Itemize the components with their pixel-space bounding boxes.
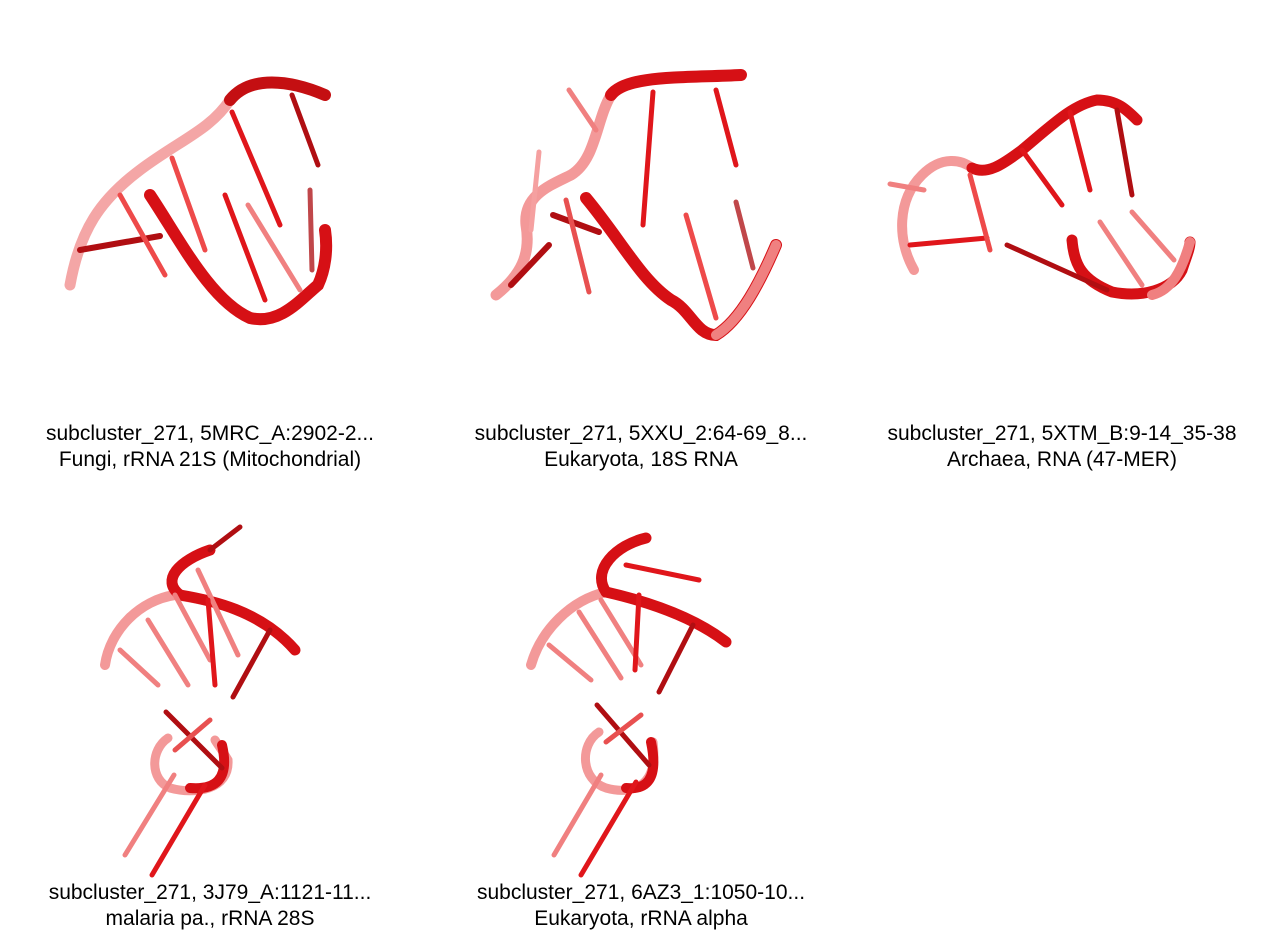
panel-subtitle: malaria pa., rRNA 28S	[105, 907, 315, 930]
panel-title: subcluster_271, 6AZ3_1:1050-10...	[476, 881, 806, 904]
panel-subtitle: Eukaryota, 18S RNA	[544, 448, 738, 471]
rna-structure-render	[64, 76, 333, 326]
structure-panel-2: subcluster_271, 5XXU_2:64-69_8... Eukary…	[431, 0, 851, 471]
panel-title: subcluster_271, 5XTM_B:9-14_35-38	[887, 422, 1237, 445]
rna-structure-render	[526, 532, 732, 878]
rna-structure-render	[100, 524, 301, 878]
panel-subtitle: Eukaryota, rRNA alpha	[534, 907, 748, 930]
structure-panel-5: subcluster_271, 6AZ3_1:1050-10... Eukary…	[431, 470, 851, 940]
structure-panel-4: subcluster_271, 3J79_A:1121-11... malari…	[0, 470, 420, 940]
structure-panel-3: subcluster_271, 5XTM_B:9-14_35-38 Archae…	[852, 0, 1272, 471]
panel-title: subcluster_271, 5XXU_2:64-69_8...	[474, 422, 808, 445]
panel-subtitle: Fungi, rRNA 21S (Mitochondrial)	[58, 448, 362, 471]
rna-structure-render	[887, 94, 1196, 300]
panel-subtitle: Archaea, RNA (47-MER)	[947, 448, 1177, 471]
rna-structure-render	[490, 69, 782, 342]
panel-title: subcluster_271, 5MRC_A:2902-2...	[45, 422, 374, 445]
panel-title: subcluster_271, 3J79_A:1121-11...	[48, 881, 372, 904]
structure-panel-1: subcluster_271, 5MRC_A:2902-2... Fungi, …	[0, 0, 420, 471]
